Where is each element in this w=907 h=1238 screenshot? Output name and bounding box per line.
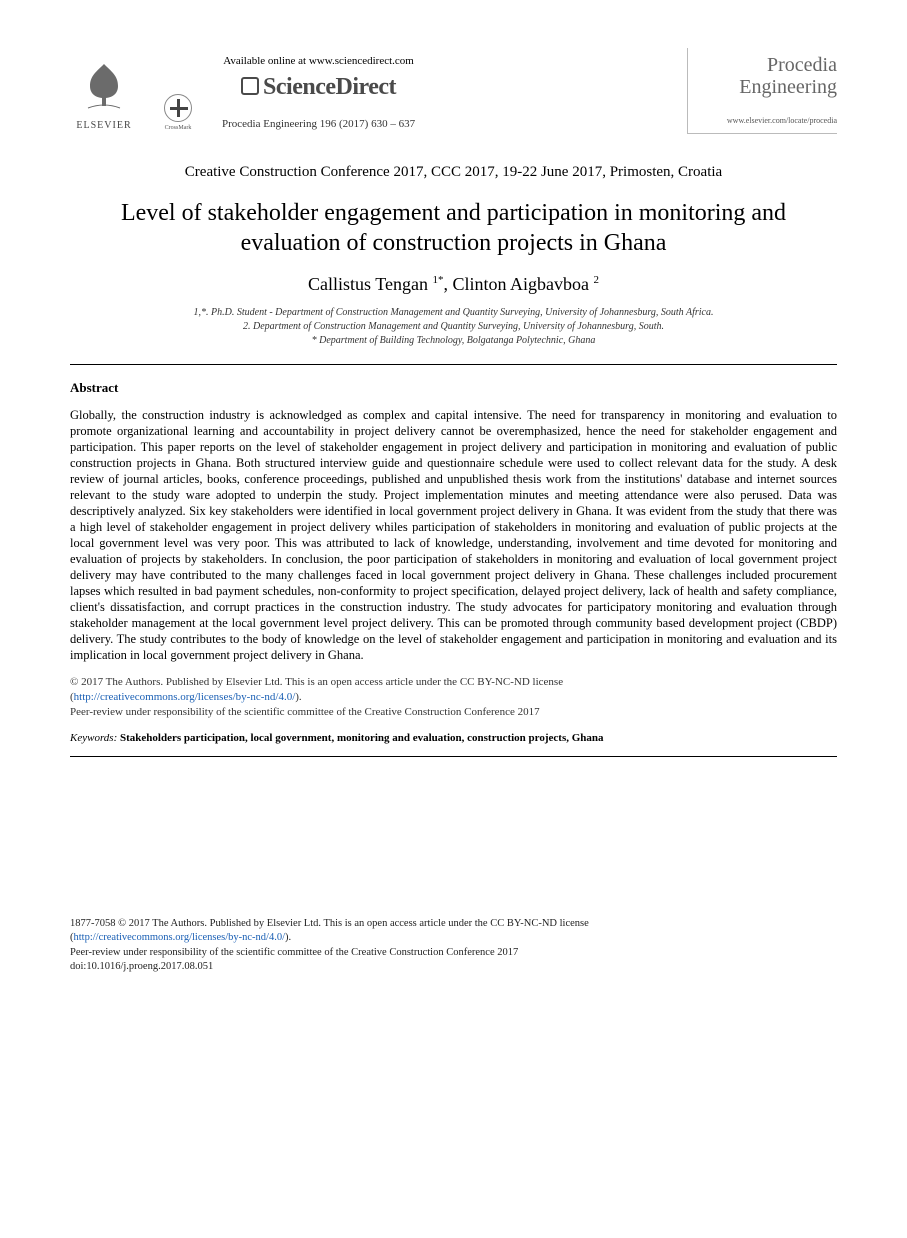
affiliations: 1,*. Ph.D. Student - Department of Const… [70, 306, 837, 348]
sciencedirect-logo: ScienceDirect [222, 71, 415, 103]
footer: 1877-7058 © 2017 The Authors. Published … [70, 917, 837, 974]
elsevier-tree-icon [78, 58, 130, 114]
keywords-body: Stakeholders participation, local govern… [120, 732, 604, 744]
rule-top [70, 364, 837, 365]
rule-bottom [70, 756, 837, 757]
journal-name-line2: Engineering [739, 76, 837, 98]
license-peer-review: Peer-review under responsibility of the … [70, 706, 540, 718]
citation: Procedia Engineering 196 (2017) 630 – 63… [222, 117, 415, 132]
affiliation-2: 2. Department of Construction Management… [70, 320, 837, 334]
crossmark-icon [164, 94, 192, 122]
footer-issn: 1877-7058 © 2017 The Authors. Published … [70, 918, 589, 929]
license-line1: © 2017 The Authors. Published by Elsevie… [70, 676, 563, 688]
abstract-heading: Abstract [70, 379, 837, 397]
license-block: © 2017 The Authors. Published by Elsevie… [70, 675, 837, 720]
header-center: Available online at www.sciencedirect.co… [222, 48, 415, 132]
sciencedirect-text: ScienceDirect [263, 74, 396, 100]
footer-license-link[interactable]: http://creativecommons.org/licenses/by-n… [74, 932, 286, 943]
elsevier-label: ELSEVIER [70, 119, 138, 133]
available-online-text: Available online at www.sciencedirect.co… [222, 54, 415, 69]
keywords-label: Keywords: [70, 732, 120, 744]
crossmark-label: CrossMark [160, 124, 196, 132]
journal-name: Procedia Engineering [698, 54, 837, 98]
article-title: Level of stakeholder engagement and part… [70, 198, 837, 258]
footer-peer-review: Peer-review under responsibility of the … [70, 947, 518, 958]
sciencedirect-icon [241, 77, 259, 95]
affiliation-1: 1,*. Ph.D. Student - Department of Const… [70, 306, 837, 320]
page: ELSEVIER CrossMark Available online at w… [0, 0, 907, 1014]
elsevier-logo: ELSEVIER [70, 58, 138, 132]
header-right: Procedia Engineering www.elsevier.com/lo… [687, 48, 837, 134]
authors: Callistus Tengan 1*, Clinton Aigbavboa 2 [70, 272, 837, 296]
crossmark-badge[interactable]: CrossMark [160, 94, 196, 132]
abstract-body: Globally, the construction industry is a… [70, 407, 837, 663]
header-left: ELSEVIER CrossMark Available online at w… [70, 48, 415, 132]
author-2-sup: 2 [593, 274, 599, 286]
journal-name-line1: Procedia [767, 54, 837, 76]
journal-url: www.elsevier.com/locate/procedia [698, 116, 837, 127]
keywords: Keywords: Stakeholders participation, lo… [70, 731, 837, 746]
footer-doi: doi:10.1016/j.proeng.2017.08.051 [70, 961, 213, 972]
conference-line: Creative Construction Conference 2017, C… [70, 162, 837, 182]
author-2-name: Clinton Aigbavboa [452, 274, 593, 294]
affiliation-3: * Department of Building Technology, Bol… [70, 334, 837, 348]
author-1-sup: 1* [432, 274, 443, 286]
author-1-name: Callistus Tengan [308, 274, 432, 294]
header: ELSEVIER CrossMark Available online at w… [70, 48, 837, 134]
license-link[interactable]: http://creativecommons.org/licenses/by-n… [74, 691, 296, 703]
